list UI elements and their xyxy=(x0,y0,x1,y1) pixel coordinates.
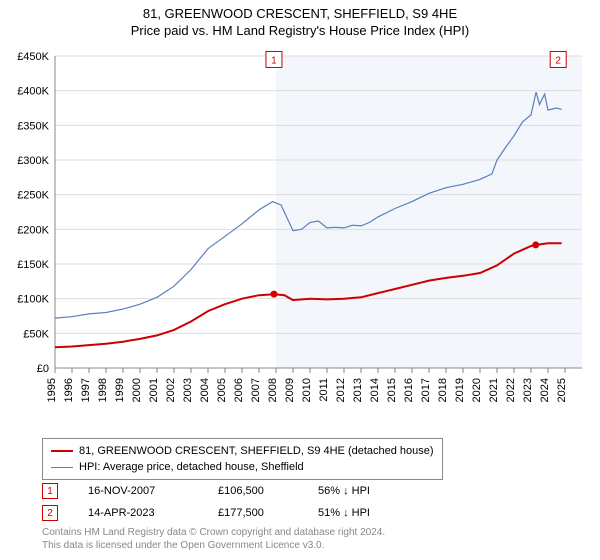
title-subtitle: Price paid vs. HM Land Registry's House … xyxy=(0,23,600,38)
marker-badge-1: 1 xyxy=(42,483,58,499)
svg-text:2021: 2021 xyxy=(488,378,500,402)
legend-swatch-price-paid xyxy=(51,450,73,452)
marker-delta-1: 56% ↓ HPI xyxy=(318,485,418,497)
marker-date-2: 14-APR-2023 xyxy=(88,507,188,519)
chart-container: 81, GREENWOOD CRESCENT, SHEFFIELD, S9 4H… xyxy=(0,0,600,560)
svg-text:2008: 2008 xyxy=(267,378,279,402)
svg-text:2002: 2002 xyxy=(165,378,177,402)
legend: 81, GREENWOOD CRESCENT, SHEFFIELD, S9 4H… xyxy=(42,438,443,480)
marker-price-2: £177,500 xyxy=(218,507,288,519)
svg-text:1998: 1998 xyxy=(97,378,109,402)
svg-text:£350K: £350K xyxy=(17,120,49,132)
marker-price-1: £106,500 xyxy=(218,485,288,497)
chart-area: £0 £50K £100K £150K £200K £250K £300K £350K £400… xyxy=(0,48,600,433)
footer-line2: This data is licensed under the Open Gov… xyxy=(42,539,385,552)
svg-text:1995: 1995 xyxy=(46,378,58,402)
svg-text:2013: 2013 xyxy=(352,378,364,402)
svg-text:£300K: £300K xyxy=(17,155,49,167)
svg-text:2010: 2010 xyxy=(301,378,313,402)
footer: Contains HM Land Registry data © Crown c… xyxy=(42,526,385,552)
svg-text:£450K: £450K xyxy=(17,51,49,63)
legend-swatch-hpi xyxy=(51,467,73,468)
marker-row-1: 1 16-NOV-2007 £106,500 56% ↓ HPI xyxy=(42,480,418,502)
svg-text:2024: 2024 xyxy=(539,378,551,402)
legend-label-hpi: HPI: Average price, detached house, Shef… xyxy=(79,459,304,475)
marker-table: 1 16-NOV-2007 £106,500 56% ↓ HPI 2 14-AP… xyxy=(42,480,418,524)
svg-text:£400K: £400K xyxy=(17,86,49,98)
svg-text:1996: 1996 xyxy=(63,378,75,402)
legend-item-hpi: HPI: Average price, detached house, Shef… xyxy=(51,459,434,475)
chart-svg: £0 £50K £100K £150K £200K £250K £300K £350K £400… xyxy=(0,48,600,433)
svg-text:£100K: £100K xyxy=(17,294,49,306)
marker-date-1: 16-NOV-2007 xyxy=(88,485,188,497)
title-address: 81, GREENWOOD CRESCENT, SHEFFIELD, S9 4H… xyxy=(0,6,600,21)
svg-text:2007: 2007 xyxy=(250,378,262,402)
svg-text:2015: 2015 xyxy=(386,378,398,402)
svg-text:2020: 2020 xyxy=(471,378,483,402)
svg-text:2019: 2019 xyxy=(454,378,466,402)
legend-item-price-paid: 81, GREENWOOD CRESCENT, SHEFFIELD, S9 4H… xyxy=(51,443,434,459)
svg-text:2: 2 xyxy=(555,55,561,66)
svg-text:2000: 2000 xyxy=(131,378,143,402)
svg-text:2011: 2011 xyxy=(318,378,330,402)
svg-text:£150K: £150K xyxy=(17,259,49,271)
svg-text:2003: 2003 xyxy=(182,378,194,402)
svg-text:2018: 2018 xyxy=(437,378,449,402)
svg-text:2004: 2004 xyxy=(199,378,211,402)
svg-text:£50K: £50K xyxy=(23,328,49,340)
svg-text:1: 1 xyxy=(271,55,277,66)
svg-text:2009: 2009 xyxy=(284,378,296,402)
svg-text:2022: 2022 xyxy=(505,378,517,402)
svg-text:2006: 2006 xyxy=(233,378,245,402)
svg-text:2023: 2023 xyxy=(522,378,534,402)
svg-text:2012: 2012 xyxy=(335,378,347,402)
svg-text:£0: £0 xyxy=(37,363,49,375)
svg-text:£200K: £200K xyxy=(17,224,49,236)
svg-text:2014: 2014 xyxy=(369,378,381,402)
footer-line1: Contains HM Land Registry data © Crown c… xyxy=(42,526,385,539)
svg-text:2016: 2016 xyxy=(403,378,415,402)
title-block: 81, GREENWOOD CRESCENT, SHEFFIELD, S9 4H… xyxy=(0,0,600,38)
svg-text:£250K: £250K xyxy=(17,190,49,202)
svg-text:2025: 2025 xyxy=(556,378,568,402)
marker-delta-2: 51% ↓ HPI xyxy=(318,507,418,519)
svg-text:1997: 1997 xyxy=(80,378,92,402)
svg-text:2001: 2001 xyxy=(148,378,160,402)
marker-badge-2: 2 xyxy=(42,505,58,521)
svg-text:2017: 2017 xyxy=(420,378,432,402)
legend-label-price-paid: 81, GREENWOOD CRESCENT, SHEFFIELD, S9 4H… xyxy=(79,443,434,459)
marker-row-2: 2 14-APR-2023 £177,500 51% ↓ HPI xyxy=(42,502,418,524)
svg-text:2005: 2005 xyxy=(216,378,228,402)
svg-text:1999: 1999 xyxy=(114,378,126,402)
